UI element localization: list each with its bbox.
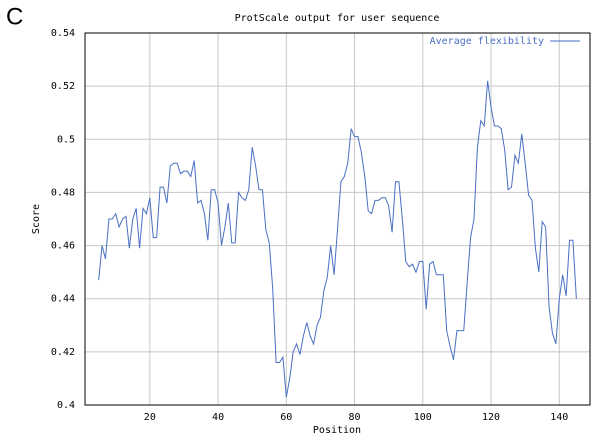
x-tick-label: 100 (414, 412, 432, 423)
y-tick-label: 0.5 (57, 134, 75, 145)
y-tick-label: 0.52 (51, 81, 75, 92)
y-axis-label: Score (31, 204, 42, 234)
x-tick-label: 40 (212, 412, 224, 423)
y-tick-label: 0.54 (51, 28, 75, 39)
y-tick-label: 0.4 (57, 400, 75, 411)
y-tick-label: 0.48 (51, 187, 75, 198)
chart-title: ProtScale output for user sequence (235, 13, 440, 24)
y-tick-label: 0.42 (51, 347, 75, 358)
data-line (98, 80, 577, 398)
panel-label: C (6, 3, 23, 30)
legend-label: Average flexibility (430, 36, 544, 47)
plot-frame (84, 32, 591, 406)
x-tick-label: 60 (280, 412, 292, 423)
x-tick-label: 80 (349, 412, 361, 423)
y-tick-label: 0.44 (51, 294, 75, 305)
x-axis-label: Position (313, 425, 361, 436)
x-tick-label: 120 (482, 412, 500, 423)
y-tick-label: 0.46 (51, 241, 75, 252)
x-tick-label: 140 (550, 412, 568, 423)
x-tick-label: 20 (144, 412, 156, 423)
